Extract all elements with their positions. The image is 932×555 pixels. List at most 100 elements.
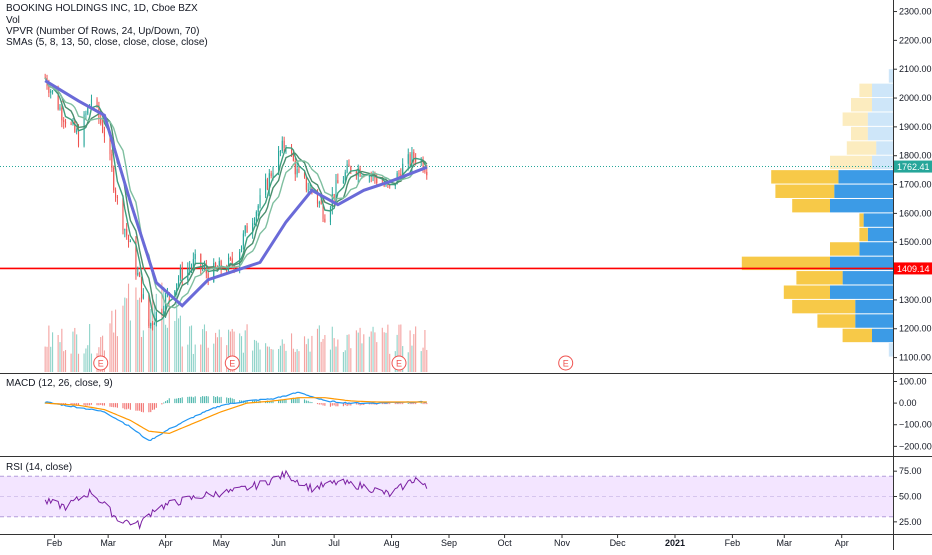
volume-bar [90, 353, 93, 372]
volume-bar [240, 336, 243, 372]
macd-histogram-bar [409, 403, 411, 405]
candle-body [50, 90, 52, 93]
volume-bar [228, 329, 230, 372]
candle-body [309, 186, 311, 190]
macd-histogram-bar [166, 400, 168, 404]
volume-bar [363, 334, 365, 372]
candle-body [398, 173, 400, 175]
macd-histogram-bar [215, 397, 217, 404]
volume-bar [102, 335, 104, 372]
macd-histogram-bar [322, 403, 324, 406]
volume-bar [216, 337, 218, 372]
profile-up-bar [863, 213, 893, 227]
candle-body [87, 106, 89, 114]
macd-histogram-bar [122, 403, 124, 409]
rsi-line [44, 469, 428, 531]
profile-down-bar [792, 198, 830, 213]
volume-bar [259, 349, 261, 372]
candle-body [52, 90, 54, 92]
macd-histogram-bar [189, 396, 191, 404]
macd-histogram-bar [202, 396, 204, 404]
volume-bar [48, 325, 50, 372]
candle-body [127, 235, 130, 242]
volume-bar [203, 324, 206, 372]
price-axis-tick-label: 1300.00 [899, 295, 932, 305]
macd-histogram-bar [139, 403, 141, 411]
macd-histogram-bar [309, 401, 311, 404]
macd-histogram-bar [127, 403, 130, 409]
macd-histogram-bar [402, 403, 404, 405]
profile-down-bar [771, 170, 839, 184]
time-tick-label: Apr [835, 538, 849, 548]
candle-body [322, 204, 324, 219]
volume-bar [400, 324, 402, 372]
volume-bar [348, 334, 350, 372]
volume-bar [153, 304, 156, 372]
macd-histogram-bar [213, 396, 215, 404]
time-tick-label: Nov [554, 538, 571, 548]
macd-histogram-bar [411, 403, 413, 405]
candle-body [268, 173, 270, 190]
earnings-label: E [229, 359, 235, 369]
volume-bar [213, 343, 215, 372]
profile-up-bar [867, 227, 893, 242]
price-axis-tick-label: 1600.00 [899, 208, 932, 218]
profile-down-bar [741, 256, 830, 271]
time-tick-label: 2021 [665, 538, 685, 548]
volume-bar [89, 324, 91, 372]
macd-histogram-bar [194, 396, 196, 404]
candle-body [115, 190, 117, 197]
macd-histogram-bar [83, 403, 85, 406]
macd-histogram-bar [389, 403, 391, 405]
candle-body [257, 205, 259, 212]
candle-body [296, 169, 298, 175]
price-axis-tick-label: 2100.00 [899, 64, 932, 74]
volume-bar [100, 337, 102, 372]
macd-histogram-bar [253, 400, 256, 404]
macd-histogram-bar [113, 403, 115, 408]
macd-histogram-bar [279, 400, 281, 404]
macd-histogram-bar [200, 396, 202, 404]
candle-body [424, 170, 426, 172]
macd-histogram-bar [372, 403, 374, 405]
volume-bar [205, 331, 207, 372]
time-tick-label: May [213, 538, 231, 548]
candle-body [342, 180, 344, 184]
macd-histogram-bar [239, 400, 241, 404]
time-tick-label: Mar [100, 538, 116, 548]
macd-histogram-bar [331, 403, 333, 406]
candle-body [111, 154, 113, 168]
volume-bar [298, 351, 300, 372]
volume-bar [218, 329, 220, 372]
last-price-tag [894, 160, 932, 173]
profile-down-bar [817, 314, 856, 328]
candle-body [152, 323, 154, 325]
candle-body [140, 276, 143, 299]
profile-up-bar [830, 198, 893, 213]
time-tick-label: Apr [159, 538, 173, 548]
macd-histogram-bar [381, 403, 383, 405]
macd-legend: MACD (12, 26, close, 9) [6, 378, 113, 389]
macd-line [45, 391, 427, 442]
volume-bar [385, 332, 387, 372]
profile-down-bar [851, 126, 868, 141]
earnings-marker [558, 355, 574, 371]
volume-bar [189, 326, 191, 372]
macd-histogram-bar [111, 403, 113, 408]
macd-histogram-bar [220, 396, 222, 404]
volume-bar [152, 294, 154, 372]
macd-histogram-bar [165, 401, 167, 404]
volume-bar [350, 348, 352, 372]
volume-bar [126, 298, 128, 372]
chart-title: BOOKING HOLDINGS INC, 1D, Cboe BZX [6, 3, 198, 14]
macd-histogram-bar [342, 403, 344, 407]
volume-bar [324, 335, 326, 372]
macd-histogram-bar [155, 403, 157, 408]
profile-up-bar [872, 83, 893, 98]
volume-bar [57, 334, 59, 372]
macd-histogram-bar [311, 402, 313, 404]
candle-body [63, 120, 65, 122]
time-tick-label: Aug [384, 538, 400, 548]
profile-down-bar [859, 227, 868, 242]
